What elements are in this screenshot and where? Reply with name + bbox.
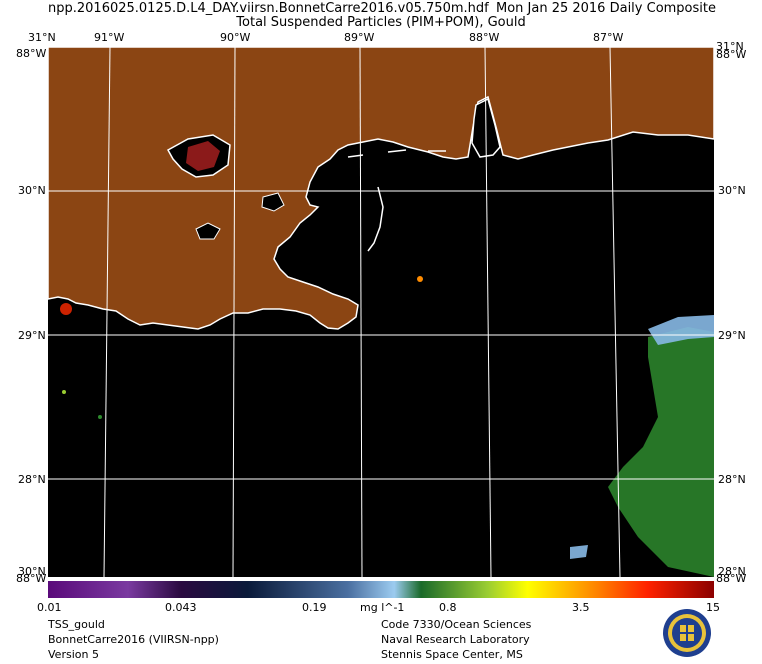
colorbar-label-max: 15 xyxy=(706,601,720,614)
lon-label-89w: 89°W xyxy=(344,31,375,44)
meridian-87w xyxy=(609,47,621,577)
org-location: Stennis Space Center, MS xyxy=(381,648,523,661)
land-area xyxy=(48,47,714,330)
corner-lon-top-right: 88°W xyxy=(716,48,747,61)
meridian-90w xyxy=(232,47,236,577)
lat-label-30n-right: 30°N xyxy=(718,184,746,197)
lon-label-88w: 88°W xyxy=(469,31,500,44)
lake-salvador xyxy=(195,222,221,240)
org-code: Code 7330/Ocean Sciences xyxy=(381,618,532,631)
version: Version 5 xyxy=(48,648,99,661)
green-spot-2 xyxy=(98,415,102,419)
colorbar-gradient xyxy=(48,581,714,598)
satellite-map[interactable] xyxy=(48,47,714,577)
green-spot xyxy=(62,390,66,394)
region-sensor: BonnetCarre2016 (VIIRSN-npp) xyxy=(48,633,219,646)
corner-lat-top-left: 31°N xyxy=(28,31,56,44)
graticule xyxy=(48,47,714,577)
lake-borgne-shore xyxy=(261,192,285,212)
map-graphic xyxy=(48,47,714,577)
lat-label-28n-right: 28°N xyxy=(718,473,746,486)
colorbar xyxy=(48,581,714,598)
lon-label-91w: 91°W xyxy=(94,31,125,44)
corner-lat-bottom-right: 28°N xyxy=(718,565,746,578)
corner-lon-bottom-right: 88°W xyxy=(716,572,747,585)
lon-label-90w: 90°W xyxy=(220,31,251,44)
meridian-91w xyxy=(103,47,111,577)
high-tss-lake xyxy=(186,141,220,171)
composite-date: Mon Jan 25 2016 Daily Composite xyxy=(495,1,716,16)
lat-label-28n-left: 28°N xyxy=(18,473,46,486)
org-name: Naval Research Laboratory xyxy=(381,633,530,646)
corner-lon-bottom-left: 88°W xyxy=(16,572,47,585)
plume-spot xyxy=(417,276,423,282)
meridian-88w xyxy=(484,47,492,577)
colorbar-label-3: 0.19 xyxy=(302,601,327,614)
corner-lat-bottom-left: 30°N xyxy=(18,565,46,578)
low-tss-patch-south xyxy=(570,545,588,559)
corner-lat-top-right: 31°N xyxy=(716,40,744,53)
colorbar-label-min: 0.01 xyxy=(37,601,62,614)
nrl-seal-logo xyxy=(663,609,711,657)
product-subtitle: Total Suspended Particles (PIM+POM), Gou… xyxy=(236,15,526,30)
colorbar-label-4: 0.8 xyxy=(439,601,457,614)
colorbar-units: mg l^-1 xyxy=(360,601,405,614)
meridian-89w xyxy=(359,47,363,577)
lon-label-87w: 87°W xyxy=(593,31,624,44)
atchafalaya-plume xyxy=(60,303,72,315)
offshore-tss-patch xyxy=(608,327,714,577)
product-name: TSS_gould xyxy=(48,618,105,631)
lat-label-29n-right: 29°N xyxy=(718,329,746,342)
low-tss-patch xyxy=(648,315,714,345)
lat-label-30n-left: 30°N xyxy=(18,184,46,197)
colorbar-label-5: 3.5 xyxy=(572,601,590,614)
lat-label-29n-left: 29°N xyxy=(18,329,46,342)
chandeleur-islands xyxy=(367,186,384,252)
colorbar-label-2: 0.043 xyxy=(165,601,197,614)
image-title: npp.2016025.0125.D.L4_DAY.viirsn.BonnetC… xyxy=(48,1,489,16)
corner-lon-top-left: 88°W xyxy=(16,47,47,60)
